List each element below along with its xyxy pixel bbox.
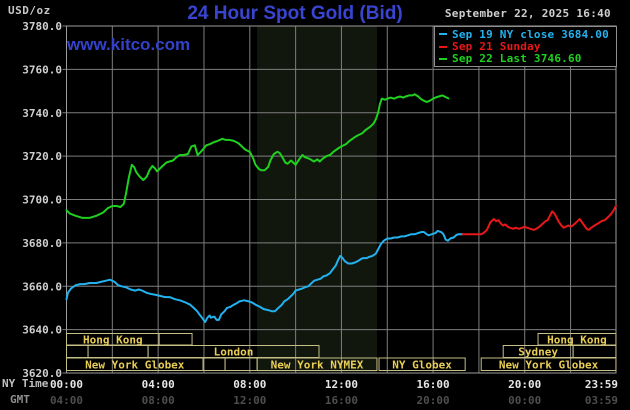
gmt-tick-label: 20:00: [417, 394, 450, 407]
legend-item: Sep 19 NY close 3684.00: [435, 27, 616, 41]
ny-time-tick-label: 16:00: [417, 378, 450, 391]
session-box: [378, 357, 466, 371]
session-box: [480, 357, 617, 371]
y-axis-tick-label: 3760.0: [22, 63, 62, 76]
legend-item-label: Sep 21 Sunday: [452, 40, 541, 54]
y-axis-tick-label: 3680.0: [22, 237, 62, 250]
y-axis-tick-label: 3720.0: [22, 150, 62, 163]
y-axis-tick-label: 3620.0: [22, 367, 62, 380]
legend-swatch: [439, 33, 447, 36]
series-line-sep-21-sunday: [461, 205, 617, 236]
ny-time-tick-label: 12:00: [325, 378, 358, 391]
session-box: [224, 357, 258, 371]
session-box: [158, 333, 193, 346]
ny-time-tick-label: 20:00: [508, 378, 541, 391]
y-axis-tick-label: 3780.0: [22, 20, 62, 33]
session-label: Hong Kong: [83, 333, 143, 346]
legend-item: Sep 22 Last 3746.60: [435, 52, 616, 66]
gmt-tick-label: 00:00: [508, 394, 541, 407]
session-label: New York NYMEX: [271, 358, 364, 371]
ny-time-axis-label: NY Time: [2, 377, 49, 390]
session-label: NY Globex: [392, 358, 452, 371]
session-label: New York Globex: [499, 358, 599, 371]
legend-item-label: Sep 22 Last 3746.60: [452, 52, 582, 66]
plot-frame: [66, 25, 617, 374]
y-axis-tick-label: 3700.0: [22, 194, 62, 207]
session-label: New York Globex: [85, 358, 185, 371]
session-box: [202, 357, 226, 371]
gmt-tick-label: 12:00: [233, 394, 266, 407]
page-title: 24 Hour Spot Gold (Bid): [187, 3, 403, 24]
session-box: [256, 357, 378, 371]
gmt-axis-label: GMT: [10, 393, 30, 406]
kitco-watermark-link[interactable]: www.kitco.com: [67, 35, 191, 54]
session-box: [87, 345, 149, 358]
legend-item: Sep 21 Sunday: [435, 40, 616, 54]
legend-swatch: [439, 57, 447, 60]
y-axis-tick-label: 3740.0: [22, 107, 62, 120]
gmt-tick-label: 04:00: [50, 394, 83, 407]
gmt-tick-label: 08:00: [142, 394, 175, 407]
ny-time-tick-label: 00:00: [50, 378, 83, 391]
legend: Sep 19 NY close 3684.00 Sep 21 Sunday Se…: [434, 26, 617, 67]
series-line-sep-22-last: [65, 93, 450, 219]
gmt-tick-label: 03:59: [585, 394, 618, 407]
session-label: Sydney: [518, 346, 558, 359]
gmt-tick-label: 16:00: [325, 394, 358, 407]
session-label: Hong Kong: [547, 333, 607, 346]
session-box: [66, 345, 89, 358]
session-box: [572, 345, 617, 358]
timestamp: September 22, 2025 16:40: [444, 7, 611, 20]
y-axis-unit-label: USD/oz: [8, 4, 51, 17]
legend-swatch: [439, 45, 447, 48]
y-axis-tick-label: 3640.0: [22, 324, 62, 337]
series-line-sep-19-ny-close: [65, 229, 464, 323]
ny-time-tick-label: 08:00: [233, 378, 266, 391]
y-axis-tick-label: 3660.0: [22, 280, 62, 293]
legend-item-label: Sep 19 NY close 3684.00: [452, 27, 609, 41]
ny-time-tick-label: 23:59: [585, 378, 618, 391]
ny-time-tick-label: 04:00: [142, 378, 175, 391]
session-label: London: [214, 346, 254, 359]
